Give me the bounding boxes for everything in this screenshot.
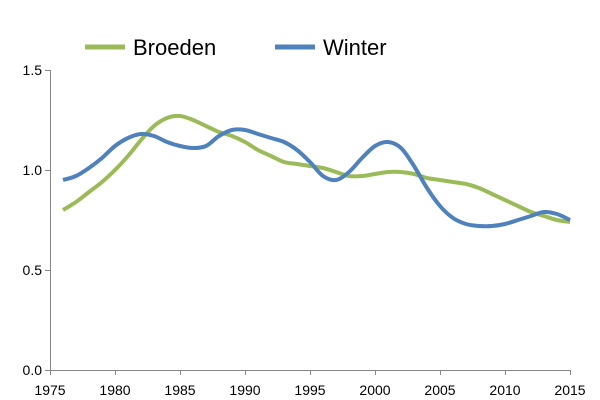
y-tick-label: 1.5 [23, 62, 43, 78]
x-tick-label: 2010 [489, 382, 520, 398]
y-tick-label: 0.0 [23, 362, 43, 378]
x-tick-label: 1975 [34, 382, 65, 398]
axes [50, 70, 570, 371]
x-tick-label: 1990 [229, 382, 260, 398]
x-tick-label: 2000 [359, 382, 390, 398]
x-tick-label: 1995 [294, 382, 325, 398]
x-ticks: 1975 1980 1985 1990 1995 2000 2005 2010 2015 [34, 370, 586, 398]
y-ticks: 0.0 0.5 1.0 1.5 [23, 62, 50, 378]
legend-label-winter: Winter [323, 35, 387, 60]
x-tick-label: 2005 [424, 382, 455, 398]
series-line-winter [62, 127, 571, 229]
y-tick-label: 0.5 [23, 262, 43, 278]
x-tick-label: 1985 [164, 382, 195, 398]
series-layer [61, 113, 571, 229]
y-tick-label: 1.0 [23, 162, 43, 178]
x-tick-label: 1980 [99, 382, 130, 398]
x-tick-label: 2015 [554, 382, 585, 398]
legend-label-broeden: Broeden [133, 35, 216, 60]
legend: Broeden Winter [85, 35, 387, 60]
